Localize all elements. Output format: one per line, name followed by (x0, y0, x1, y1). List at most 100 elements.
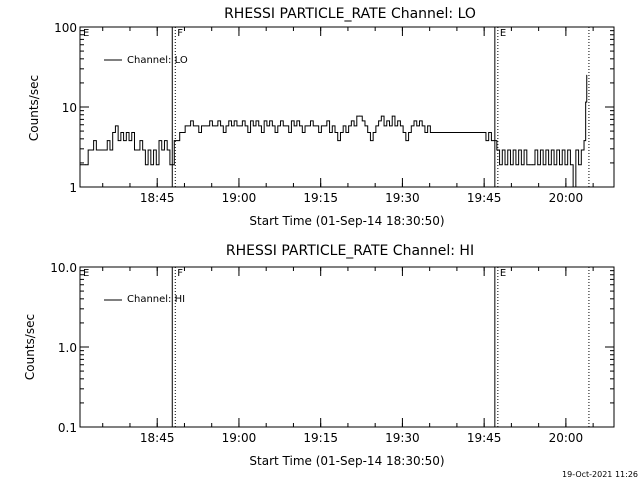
data-point (340, 132, 341, 133)
data-point (291, 120, 292, 122)
data-point (128, 140, 130, 142)
data-point (496, 149, 498, 151)
data-point (212, 125, 213, 127)
x-tick-label: 18:45 (140, 191, 175, 205)
data-point (136, 149, 138, 151)
event-marker-label: E (500, 268, 506, 279)
event-marker-label: E (83, 28, 89, 39)
footer-timestamp: 19-Oct-2021 11:26 (562, 470, 638, 479)
data-point (106, 140, 108, 142)
x-tick-label: 19:45 (467, 431, 502, 445)
data-point (548, 164, 550, 166)
x-tick-label: 19:15 (303, 431, 338, 445)
data-point (139, 140, 141, 142)
data-point (413, 120, 415, 122)
y-tick-label: 10 (62, 101, 77, 115)
data-point (255, 120, 257, 122)
data-point (391, 115, 393, 117)
data-point (104, 149, 105, 151)
x-tick-label: 19:30 (385, 191, 420, 205)
data-point (397, 120, 399, 122)
data-point (529, 164, 530, 166)
data-point (201, 125, 202, 127)
data-point (271, 125, 273, 127)
data-point (250, 120, 251, 122)
data-point (301, 132, 303, 133)
data-point (410, 125, 412, 127)
data-point (337, 140, 339, 142)
data-point (131, 132, 133, 133)
x-axis-label: Start Time (01-Sep-14 18:30:50) (249, 454, 444, 468)
data-point (206, 125, 208, 127)
data-point (515, 164, 517, 166)
y-tick-label: 1 (69, 181, 77, 195)
data-point (239, 125, 241, 127)
data-point (198, 132, 200, 133)
data-point (342, 125, 344, 127)
data-point (266, 125, 268, 127)
data-point (312, 125, 314, 127)
data-point (142, 149, 144, 151)
data-point (518, 149, 520, 151)
data-point (231, 125, 232, 127)
data-point (236, 125, 238, 127)
x-tick-label: 19:15 (303, 191, 338, 205)
data-point (179, 132, 181, 133)
data-point (490, 140, 492, 142)
data-point (161, 149, 163, 151)
data-point (147, 149, 149, 151)
data-point (534, 149, 536, 151)
event-marker-label: F (177, 28, 183, 39)
x-tick-label: 19:00 (222, 431, 257, 445)
data-point (109, 149, 111, 151)
data-point (345, 132, 347, 133)
data-point (364, 125, 366, 127)
data-point (233, 120, 235, 122)
data-point (537, 164, 539, 166)
data-point (540, 149, 541, 151)
data-point (293, 125, 295, 127)
data-point (117, 140, 119, 142)
x-tick-label: 20:00 (549, 191, 584, 205)
data-point (187, 125, 189, 127)
data-point (402, 132, 404, 133)
data-point (545, 149, 547, 151)
data-point (439, 132, 441, 133)
data-point (244, 125, 246, 127)
data-point (501, 149, 503, 151)
event-marker-label: E (500, 28, 506, 39)
data-point (378, 120, 380, 122)
data-point (507, 149, 509, 151)
data-point (466, 132, 468, 133)
data-point (164, 140, 165, 142)
data-point (427, 125, 429, 127)
data-point (79, 164, 81, 166)
data-point (95, 149, 97, 151)
data-point (367, 132, 369, 133)
data-point (144, 164, 146, 166)
data-point (461, 132, 462, 133)
data-point (542, 164, 544, 166)
data-point (195, 125, 197, 127)
data-point (296, 120, 298, 122)
data-point (225, 125, 227, 127)
data-point (553, 164, 555, 166)
data-point (304, 125, 306, 127)
data-point (241, 120, 243, 122)
data-point (310, 120, 311, 122)
data-point (285, 125, 287, 127)
lo-channel-panel: RHESSI PARTICLE_RATE Channel: LO Counts/… (27, 6, 615, 228)
data-point (326, 120, 328, 122)
data-point (523, 149, 525, 151)
data-point (173, 140, 175, 142)
data-point (559, 164, 560, 166)
data-point (471, 132, 473, 133)
event-marker-label: E (83, 268, 89, 279)
data-point (247, 132, 249, 133)
data-point (416, 125, 418, 127)
data-point (350, 120, 352, 122)
y-axis-label: Counts/sec (23, 314, 37, 380)
data-point (220, 125, 221, 127)
data-point (172, 164, 174, 166)
